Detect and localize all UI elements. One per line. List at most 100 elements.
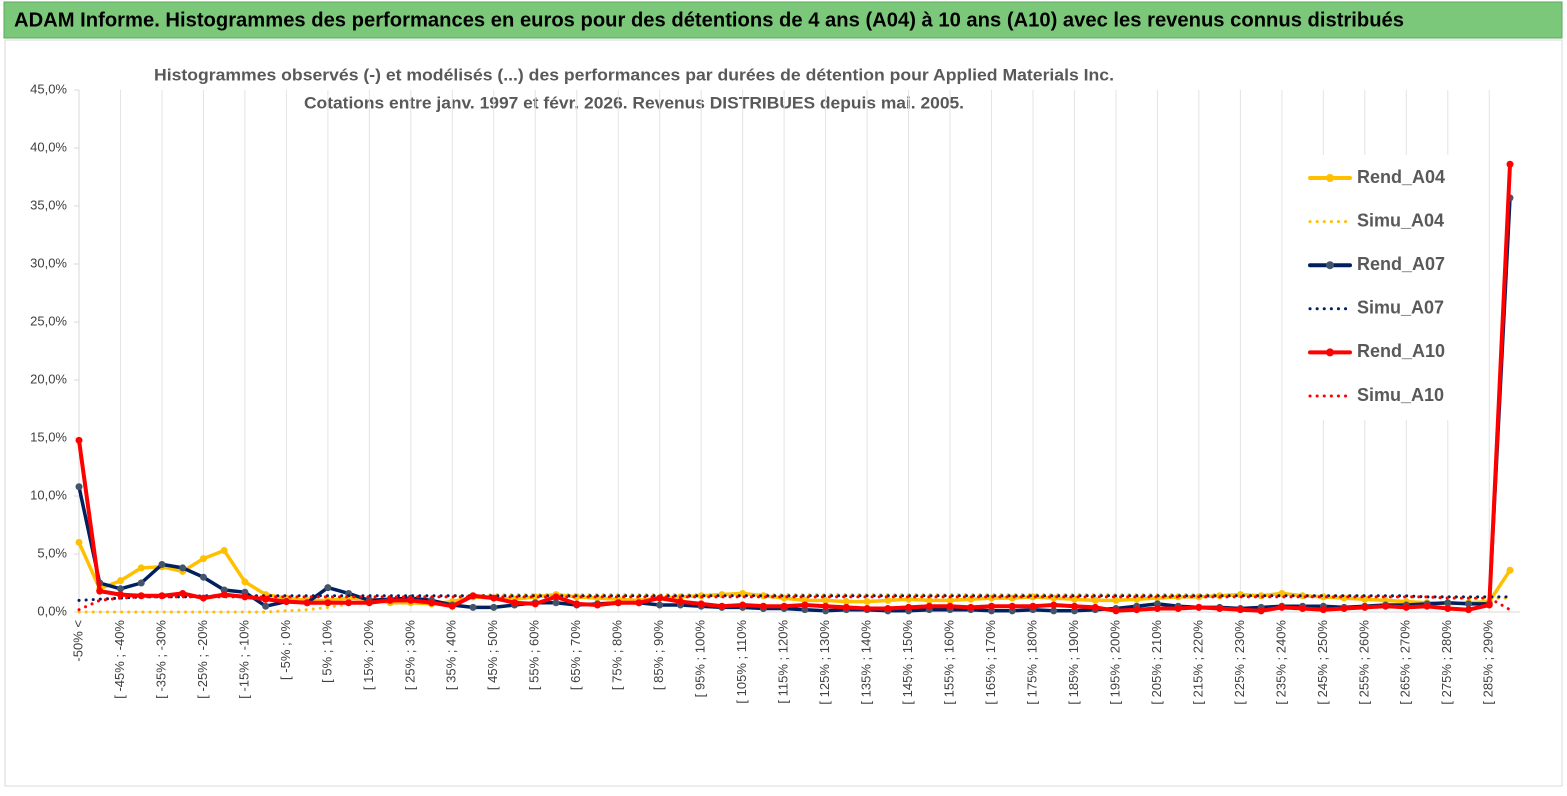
y-tick-label: 30,0% — [30, 255, 67, 270]
series-marker — [697, 600, 705, 608]
legend-label: Simu_A10 — [1357, 385, 1444, 405]
series-marker — [1402, 603, 1410, 611]
header: ADAM Informe. Histogrammes des performan… — [14, 9, 1404, 31]
series-marker — [1091, 603, 1099, 611]
series-marker — [158, 560, 166, 568]
series-marker — [946, 602, 954, 610]
series-marker — [905, 603, 913, 611]
series-marker — [199, 555, 207, 563]
series-marker — [822, 602, 830, 610]
title-box — [150, 60, 1125, 120]
x-tick-label: [ 35% ; 40% — [444, 620, 459, 691]
chart-frame — [4, 39, 1563, 787]
series-marker — [469, 603, 477, 611]
legend-marker — [1326, 348, 1334, 357]
series-marker — [656, 601, 664, 609]
y-tick-label: 45,0% — [30, 81, 67, 96]
series-marker — [345, 599, 353, 607]
series-marker — [1070, 595, 1078, 603]
series-marker — [345, 589, 353, 597]
x-tick-label: [ 205% ; 210% — [1149, 620, 1164, 705]
series-marker — [1174, 605, 1182, 613]
series-marker — [1112, 596, 1120, 604]
series-marker — [842, 603, 850, 611]
series-marker — [1029, 602, 1037, 610]
series-marker — [1236, 606, 1244, 614]
x-tick-label: [ 65% ; 70% — [568, 620, 583, 691]
series-marker — [137, 579, 145, 587]
series-line — [77, 196, 1512, 613]
series-marker — [96, 587, 104, 595]
y-tick-label: 0,0% — [37, 603, 67, 618]
series-marker — [1112, 607, 1120, 615]
series-marker — [241, 578, 249, 586]
x-tick-label: [ 285% ; 290% — [1481, 620, 1496, 705]
series-line — [77, 162, 1512, 613]
y-tick-label: 5,0% — [37, 545, 67, 560]
y-tick-label: 10,0% — [30, 487, 67, 502]
x-tick-label: [ -15% ; -10% — [236, 620, 251, 699]
series-marker — [739, 601, 747, 609]
x-tick-label: [ 235% ; 240% — [1273, 620, 1288, 705]
y-tick-label: 35,0% — [30, 197, 67, 212]
x-tick-label: [ 165% ; 170% — [983, 620, 998, 705]
x-tick-label: [ 265% ; 270% — [1398, 620, 1413, 705]
x-tick-label: [ -45% ; -40% — [112, 620, 127, 699]
series-marker — [179, 589, 187, 597]
x-tick-label: [ 195% ; 200% — [1107, 620, 1122, 705]
series-marker — [676, 598, 684, 606]
series-marker — [324, 599, 332, 607]
series-marker — [1050, 601, 1058, 609]
legend-label: Rend_A10 — [1357, 341, 1445, 361]
series-marker — [262, 602, 270, 610]
series-marker — [303, 599, 311, 607]
series-marker — [1299, 605, 1307, 613]
series-marker — [988, 602, 996, 610]
y-tick-label: 25,0% — [30, 313, 67, 328]
series-marker — [1465, 600, 1473, 608]
x-tick-label: [ 135% ; 140% — [859, 620, 874, 705]
series-marker — [75, 483, 83, 491]
series-marker — [1050, 607, 1058, 615]
series-marker — [179, 564, 187, 572]
y-tick-label: 20,0% — [30, 371, 67, 386]
series-marker — [1008, 602, 1016, 610]
legend-box — [1300, 155, 1460, 420]
chart-title: Histogrammes observés (-) et modélisés (… — [154, 65, 1114, 84]
x-tick-label: [ 125% ; 130% — [817, 620, 832, 705]
series-marker — [490, 603, 498, 611]
series-marker — [1382, 602, 1390, 610]
series-marker — [1133, 606, 1141, 614]
series-marker — [552, 599, 560, 607]
series-marker — [884, 596, 892, 604]
legend-label: Rend_A07 — [1357, 254, 1445, 274]
x-tick-label: [ -5% ; 0% — [278, 620, 293, 680]
chart-subtitle: Cotations entre janv. 1997 et févr. 2026… — [304, 93, 964, 112]
x-tick-label: [ -35% ; -30% — [153, 620, 168, 699]
series-marker — [1153, 605, 1161, 613]
series-line — [77, 595, 1512, 612]
series-marker — [614, 599, 622, 607]
series-marker — [967, 603, 975, 611]
x-tick-label: [ 55% ; 60% — [527, 620, 542, 691]
series-marker — [759, 602, 767, 610]
x-tick-label: [ 175% ; 180% — [1024, 620, 1039, 705]
series-marker — [116, 585, 124, 593]
series-marker — [552, 593, 560, 601]
x-tick-label: [ 275% ; 280% — [1439, 620, 1454, 705]
legend-marker — [1326, 261, 1334, 270]
x-tick-label: [ 95% ; 100% — [693, 620, 708, 698]
series-marker — [1340, 605, 1348, 613]
legend-label: Simu_A07 — [1357, 298, 1444, 318]
series-marker — [1278, 603, 1286, 611]
x-tick-label: -50% < — [70, 620, 85, 662]
series-marker — [199, 594, 207, 602]
y-tick-label: 40,0% — [30, 139, 67, 154]
series-marker — [1070, 602, 1078, 610]
series-marker — [822, 596, 830, 604]
x-tick-label: [ 225% ; 230% — [1232, 620, 1247, 705]
series-marker — [511, 599, 519, 607]
series-marker — [1091, 596, 1099, 604]
x-tick-label: [ 105% ; 110% — [734, 620, 749, 704]
series-marker — [1195, 603, 1203, 611]
